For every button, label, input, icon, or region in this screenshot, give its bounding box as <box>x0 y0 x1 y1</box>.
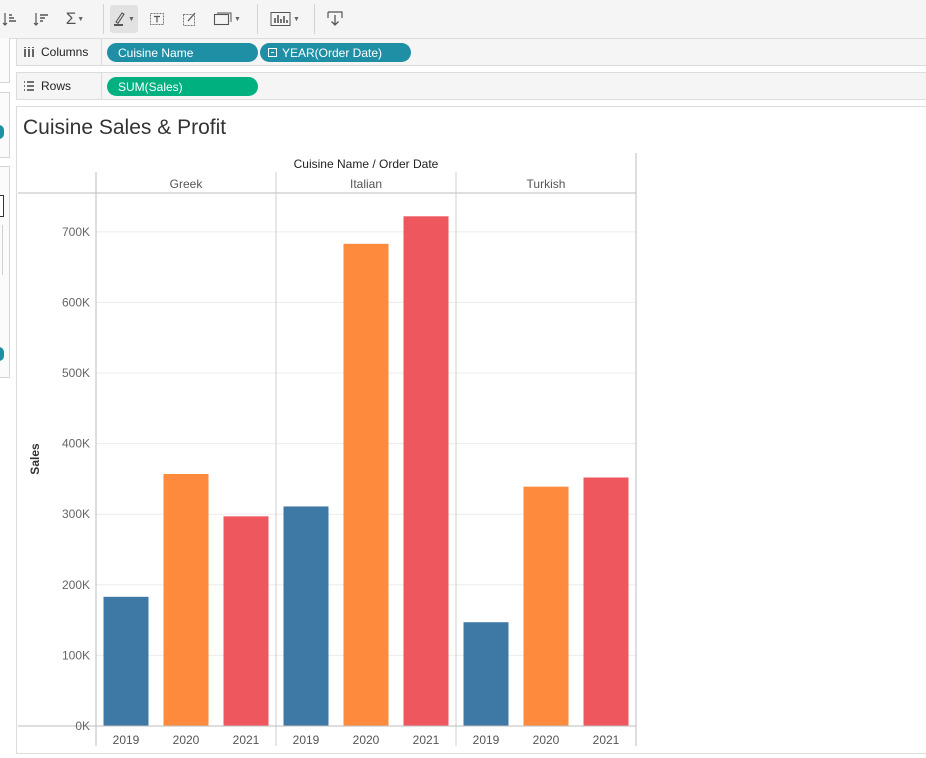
columns-label: Columns <box>17 39 102 65</box>
x-tick-label: 2021 <box>593 733 620 747</box>
sum-icon[interactable]: Σ ▼ <box>65 9 85 28</box>
pill-cuisine-name[interactable]: Cuisine Name <box>107 43 258 62</box>
y-tick-label: 0K <box>75 719 90 733</box>
toolbar-divider <box>314 4 315 34</box>
panel-marker <box>0 125 4 139</box>
panel-divider <box>0 225 3 275</box>
panel-control[interactable] <box>0 195 4 217</box>
left-panel <box>0 38 10 83</box>
x-tick-label: 2020 <box>173 733 200 747</box>
y-tick-label: 300K <box>62 507 90 521</box>
x-tick-label: 2020 <box>353 733 380 747</box>
y-tick-label: 500K <box>62 366 90 380</box>
x-tick-label: 2019 <box>473 733 500 747</box>
sort-ascending-icon[interactable] <box>0 5 20 33</box>
rows-label-text: Rows <box>41 79 72 93</box>
bar-turkish-2019 <box>463 622 509 726</box>
bar-greek-2021 <box>223 516 269 726</box>
cuisine-header-turkish: Turkish <box>527 177 566 191</box>
x-tick-label: 2019 <box>293 733 320 747</box>
sort-descending-icon[interactable] <box>31 5 53 33</box>
chart-title: Cuisine Sales & Profit <box>23 116 227 139</box>
fit-icon[interactable]: ▼ <box>211 5 243 33</box>
bar-turkish-2020 <box>523 486 569 726</box>
y-tick-label: 100K <box>62 648 90 662</box>
cuisine-header-greek: Greek <box>170 177 204 191</box>
pill-label: Cuisine Name <box>118 45 194 60</box>
annotate-icon[interactable] <box>180 5 200 33</box>
toolbar-divider <box>103 4 104 34</box>
pill-label: YEAR(Order Date) <box>282 45 383 60</box>
columns-shelf: Columns Cuisine Name YEAR(Order Date) <box>16 38 926 66</box>
pill-sum-sales[interactable]: SUM(Sales) <box>107 77 258 96</box>
x-tick-label: 2019 <box>113 733 140 747</box>
x-tick-label: 2020 <box>533 733 560 747</box>
bar-turkish-2021 <box>583 477 629 726</box>
y-tick-label: 200K <box>62 578 90 592</box>
columns-label-text: Columns <box>41 45 89 59</box>
panel-marker <box>0 347 4 361</box>
cuisine-header-italian: Italian <box>350 177 382 191</box>
x-tick-label: 2021 <box>413 733 440 747</box>
y-tick-label: 400K <box>62 437 90 451</box>
bar-greek-2020 <box>163 473 209 726</box>
rows-label: Rows <box>17 73 102 99</box>
column-header-title: Cuisine Name / Order Date <box>294 157 439 171</box>
left-panel <box>0 166 10 378</box>
rows-shelf: Rows SUM(Sales) <box>16 72 926 100</box>
show-me-icon[interactable]: ▼ <box>267 5 303 33</box>
toolbar-divider <box>257 4 258 34</box>
x-tick-label: 2021 <box>233 733 260 747</box>
bar-greek-2019 <box>103 596 149 726</box>
pill-year-order-date[interactable]: YEAR(Order Date) <box>260 43 411 62</box>
y-tick-label: 700K <box>62 225 90 239</box>
left-panel <box>0 92 10 158</box>
bar-italian-2019 <box>283 506 329 726</box>
highlight-pen-icon[interactable]: ▼ <box>110 5 138 33</box>
bar-italian-2020 <box>343 243 389 726</box>
collapse-icon[interactable] <box>268 48 277 57</box>
columns-icon <box>23 46 35 58</box>
bar-italian-2021 <box>403 216 449 726</box>
pill-label: SUM(Sales) <box>118 79 183 94</box>
y-axis-title: Sales <box>28 443 42 475</box>
y-tick-label: 600K <box>62 295 90 309</box>
rows-icon <box>23 80 35 92</box>
download-icon[interactable] <box>323 5 347 33</box>
text-label-icon[interactable] <box>147 5 167 33</box>
